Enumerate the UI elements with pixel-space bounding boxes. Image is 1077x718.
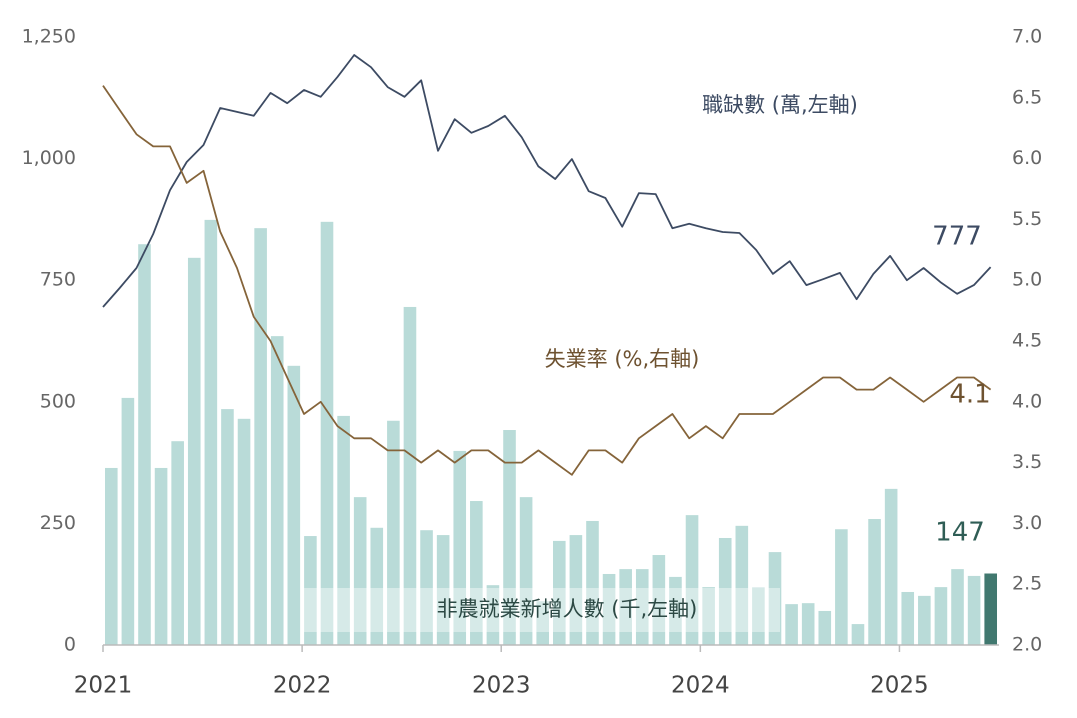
bar <box>635 569 649 645</box>
bar <box>868 519 881 645</box>
y2-tick-label: 4.5 <box>1012 330 1042 352</box>
y2-tick-label: 2.5 <box>1012 573 1042 595</box>
series-label: 職缺數 (萬,左軸) <box>702 93 858 117</box>
bar <box>884 488 898 645</box>
label-box <box>303 588 780 632</box>
bar <box>785 604 798 645</box>
value-label: 147 <box>935 518 985 548</box>
bar <box>951 569 964 645</box>
y-tick-label: 1,250 <box>22 26 76 48</box>
line <box>102 85 992 476</box>
y-tick-label: 250 <box>40 512 76 534</box>
bar <box>602 573 616 645</box>
bar <box>984 573 998 645</box>
line <box>102 54 992 308</box>
bar <box>104 467 118 645</box>
bar <box>486 585 500 645</box>
x-tick-label: 2021 <box>74 673 133 699</box>
bar <box>270 336 284 645</box>
x-tick-label: 2022 <box>273 673 332 699</box>
bar <box>702 587 715 645</box>
bar <box>835 529 848 645</box>
bar <box>370 527 384 645</box>
y2-tick-label: 5.0 <box>1012 269 1042 291</box>
bar <box>619 569 632 645</box>
bar <box>204 219 218 645</box>
bar <box>387 420 400 645</box>
bar <box>569 535 583 645</box>
series-label: 失業率 (%,右軸) <box>545 347 700 371</box>
y2-tick-label: 6.5 <box>1012 86 1042 108</box>
bar <box>436 535 450 645</box>
bar <box>304 536 317 645</box>
bar <box>901 591 915 645</box>
bar <box>752 587 765 645</box>
bar <box>851 624 865 645</box>
bar <box>453 450 467 645</box>
y2-tick-label: 3.5 <box>1012 451 1042 473</box>
bar <box>187 257 201 645</box>
bar <box>669 576 682 645</box>
bar <box>685 515 699 645</box>
bar <box>337 415 350 645</box>
bar <box>121 397 135 645</box>
y-tick-label: 750 <box>40 269 76 291</box>
bar <box>652 555 666 645</box>
bar <box>154 467 168 645</box>
bar <box>934 587 948 645</box>
bar <box>818 610 832 645</box>
series-label: 非農就業新增人數 (千,左軸) <box>437 597 698 621</box>
bar <box>718 537 732 645</box>
bar <box>320 221 334 645</box>
x-tick-label: 2023 <box>472 673 531 699</box>
bar <box>519 497 533 645</box>
bar <box>420 530 433 645</box>
y-tick-label: 1,000 <box>22 147 76 169</box>
y2-tick-label: 5.5 <box>1012 208 1042 230</box>
bar <box>254 228 267 645</box>
bar <box>918 595 931 645</box>
bar <box>353 497 367 645</box>
bar <box>221 409 234 645</box>
bar <box>768 552 782 645</box>
bar <box>552 540 566 645</box>
y2-tick-label: 7.0 <box>1012 26 1042 48</box>
bar <box>287 365 301 645</box>
bar <box>138 244 151 645</box>
y2-tick-label: 3.0 <box>1012 512 1042 534</box>
bar <box>470 501 483 645</box>
bar <box>171 441 184 645</box>
bar <box>735 525 749 645</box>
bar <box>586 520 599 645</box>
bar <box>801 603 815 645</box>
bar <box>237 418 251 645</box>
value-label: 4.1 <box>949 380 990 410</box>
bar <box>403 306 417 645</box>
x-tick-label: 2025 <box>870 673 929 699</box>
y2-tick-label: 4.0 <box>1012 390 1042 412</box>
bar <box>967 575 981 645</box>
y-tick-label: 0 <box>64 634 76 656</box>
bar <box>536 601 550 645</box>
y-tick-label: 500 <box>40 390 76 412</box>
x-tick-label: 2024 <box>671 673 730 699</box>
y2-tick-label: 6.0 <box>1012 147 1042 169</box>
y2-tick-label: 2.0 <box>1012 634 1042 656</box>
value-label: 777 <box>932 222 982 252</box>
bar <box>503 430 516 645</box>
